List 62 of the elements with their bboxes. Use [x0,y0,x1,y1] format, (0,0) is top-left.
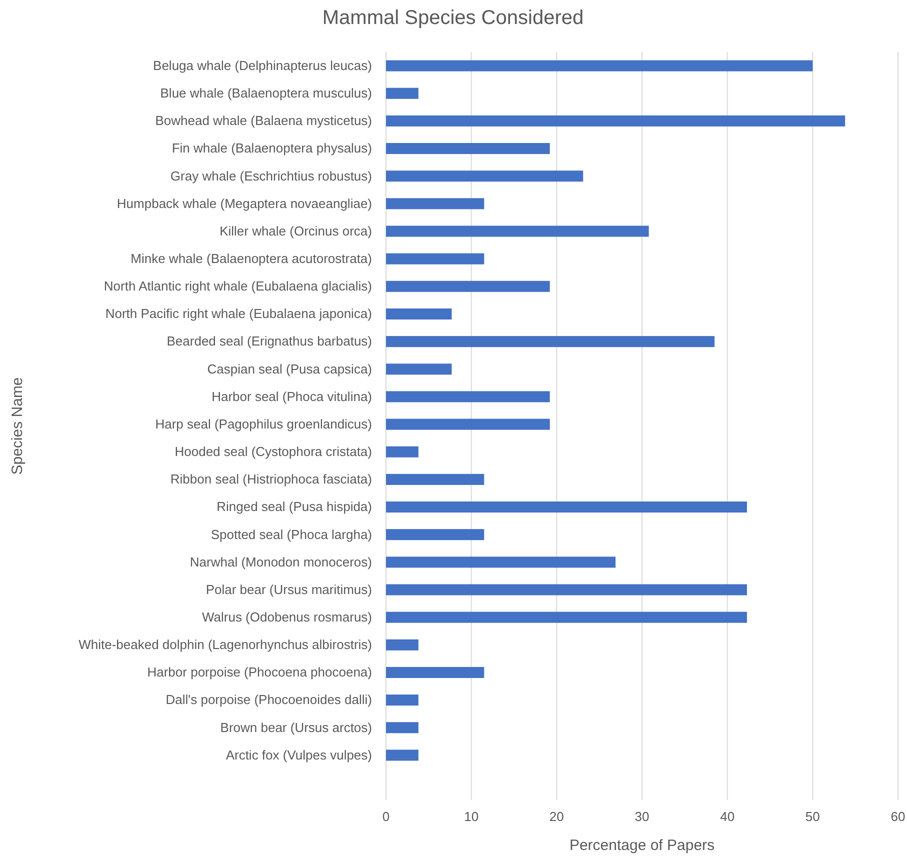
y-tick-label: Arctic fox (Vulpes vulpes) [226,747,372,762]
y-tick-label: Minke whale (Balaenoptera acutorostrata) [130,250,372,266]
y-tick-label: Harbor porpoise (Phocoena phocoena) [147,664,372,680]
y-tick-label: Bearded seal (Erignathus barbatus) [166,334,372,349]
y-tick-label: Fin whale (Balaenoptera physalus) [172,140,372,156]
y-tick-label: Brown bear (Ursus arctos) [220,720,372,735]
y-tick-label: Beluga whale (Delphinapterus leucas) [153,58,372,73]
y-tick-label: Dall's porpoise (Phocoenoides dalli) [166,692,372,708]
bar [386,446,418,458]
bar [386,198,484,210]
bar [386,694,418,706]
x-axis-title: Percentage of Papers [569,837,715,854]
y-tick-label: Caspian seal (Pusa capsica) [207,361,372,376]
y-tick-label: Bowhead whale (Balaena mysticetus) [155,113,372,128]
bar [386,226,649,237]
y-tick-label: Spotted seal (Phoca largha) [210,526,372,542]
x-tick-label: 10 [464,809,479,824]
x-tick-label: 30 [634,809,650,824]
y-tick-label: North Atlantic right whale (Eubalaena glacialis) [104,278,372,294]
bar [386,253,484,264]
y-tick-label: Killer whale (Orcinus orca) [220,223,372,238]
chart-title: Mammal Species Considered [322,7,584,29]
bar [386,364,452,375]
bar [386,143,550,154]
bar [386,280,550,292]
y-tick-label: White-beaked dolphin (Lagenorhynchus albirostris) [78,637,372,652]
bar [386,556,616,568]
bar [386,502,747,513]
x-tick-label: 0 [382,809,390,824]
bar [386,722,418,734]
y-tick-label: Hooded seal (Cystophora cristata) [174,444,372,460]
bar [386,474,484,485]
y-tick-label: Ringed seal (Pusa hispida) [216,499,372,514]
x-tick-label: 50 [805,809,820,824]
bar [386,88,418,99]
y-axis-title: Species Name [9,377,26,475]
y-tick-label: Walrus (Odobenus rosmarus) [202,609,372,624]
y-tick-label: Narwhal (Monodon monoceros) [190,554,372,570]
bar [386,584,747,596]
bar [386,639,418,650]
y-tick-label: Harbor seal (Phoca vitulina) [212,388,372,404]
bar [386,529,484,540]
bar [386,170,584,182]
bar [386,391,550,402]
x-tick-label: 60 [890,809,906,824]
bar [386,336,715,348]
y-tick-label: Gray whale (Eschrichtius robustus) [170,168,372,184]
y-tick-label: North Pacific right whale (Eubalaena japonica) [105,306,372,322]
x-tick-label: 40 [720,809,735,824]
bar [386,115,846,126]
y-tick-label: Ribbon seal (Histriophoca fasciata) [170,472,372,487]
y-tick-label: Polar bear (Ursus maritimus) [206,582,372,597]
bar [386,750,418,761]
bar [386,308,452,320]
x-tick-label: 20 [549,809,564,824]
bar [386,60,813,72]
y-tick-label: Blue whale (Balaenoptera musculus) [160,86,372,101]
y-tick-label: Humpback whale (Megaptera novaeangliae) [116,196,372,211]
bar [386,612,747,623]
bar [386,666,484,678]
bar [386,418,550,430]
y-tick-label: Harp seal (Pagophilus groenlandicus) [155,416,372,432]
